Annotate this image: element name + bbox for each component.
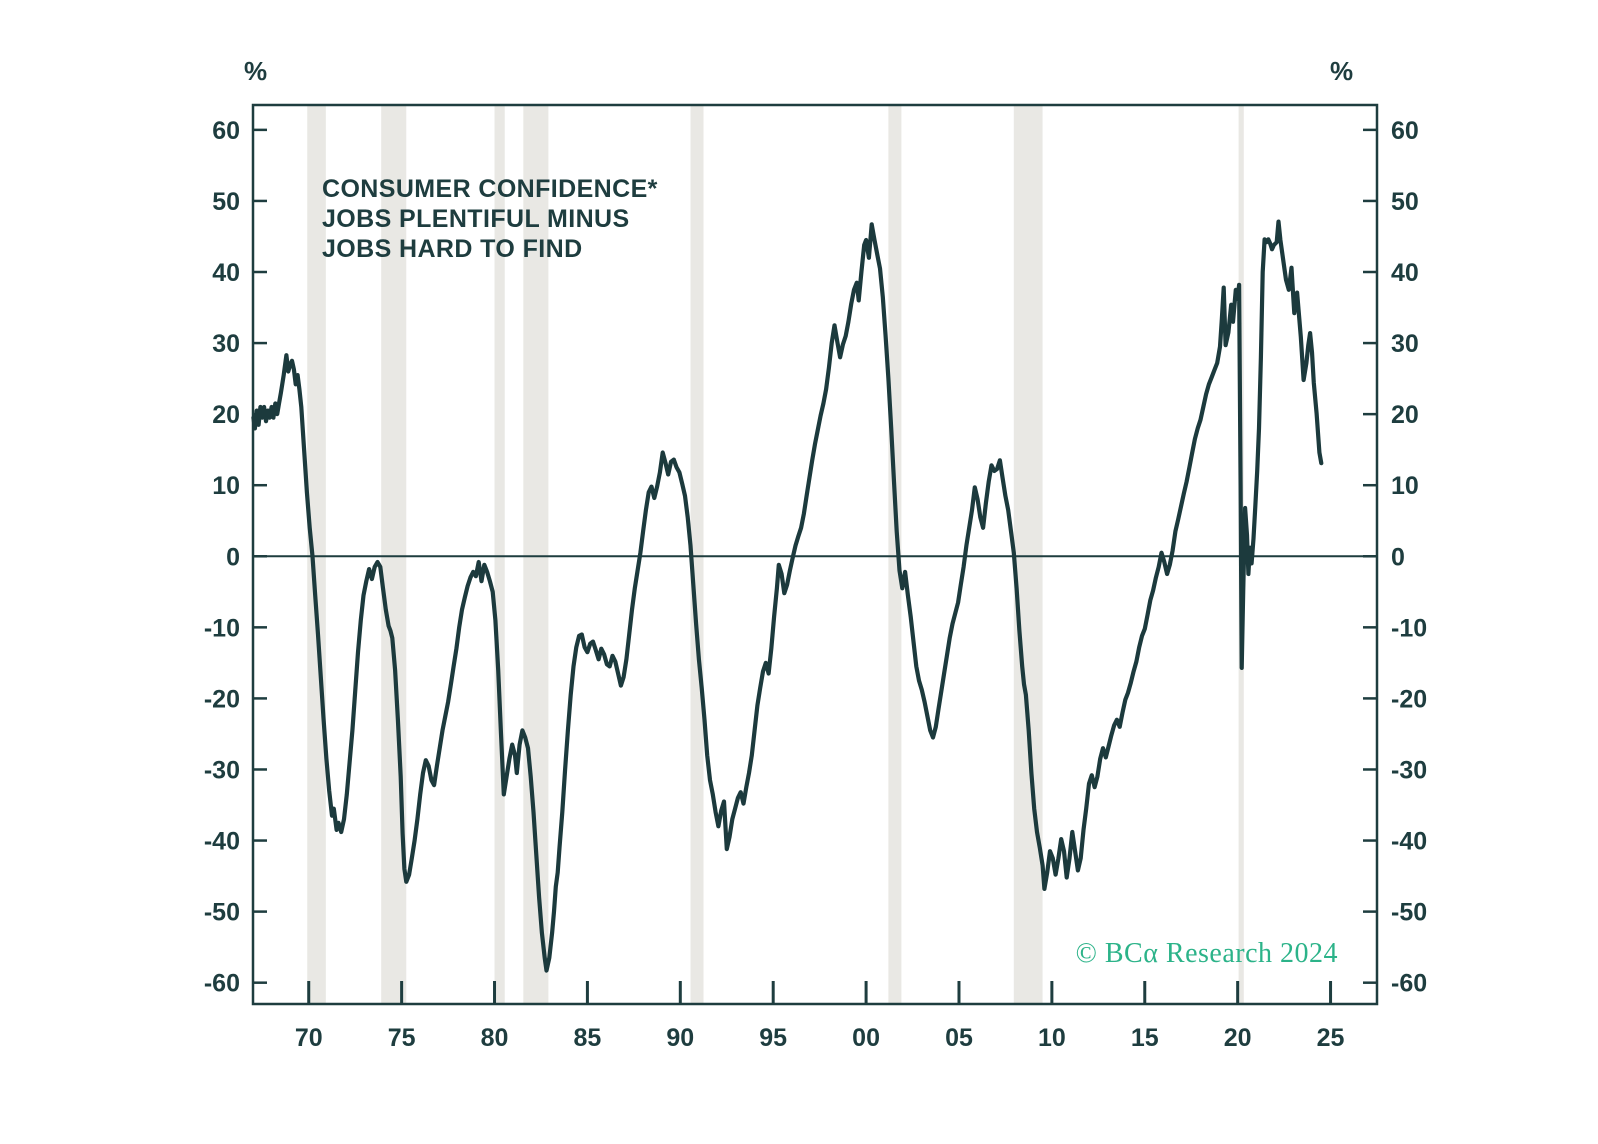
y-axis-label-right: -10 <box>1391 614 1427 642</box>
y-axis-label-left: -40 <box>204 828 240 856</box>
y-axis-label-left: -30 <box>204 756 240 784</box>
x-axis-label: 20 <box>1224 1024 1252 1052</box>
x-axis-label: 85 <box>574 1024 602 1052</box>
y-axis-label-right: -20 <box>1391 685 1427 713</box>
recession-band <box>1013 105 1043 1004</box>
y-axis-label-right: -40 <box>1391 828 1427 856</box>
y-axis-label-left: 40 <box>212 259 240 287</box>
x-axis-label: 25 <box>1317 1024 1345 1052</box>
recession-band <box>690 105 704 1004</box>
x-axis-label: 80 <box>481 1024 509 1052</box>
chart-title: CONSUMER CONFIDENCE* JOBS PLENTIFUL MINU… <box>322 174 658 264</box>
y-axis-label-left: 50 <box>212 188 240 216</box>
y-axis-label-right: 20 <box>1391 401 1419 429</box>
y-axis-label-right: -50 <box>1391 899 1427 927</box>
x-axis-label: 00 <box>852 1024 880 1052</box>
y-axis-label-right: -60 <box>1391 970 1427 998</box>
chart-title-line-2: JOBS PLENTIFUL MINUS <box>322 205 630 233</box>
y-axis-label-left: 30 <box>212 330 240 358</box>
y-axis-label-left: 20 <box>212 401 240 429</box>
y-axis-label-right: 60 <box>1391 117 1419 145</box>
right-axis-percent-label: % <box>1330 56 1355 86</box>
x-axis-label: 75 <box>388 1024 416 1052</box>
y-axis-label-left: -20 <box>204 685 240 713</box>
y-axis-label-right: 50 <box>1391 188 1419 216</box>
x-axis-label: 05 <box>945 1024 973 1052</box>
x-axis-label: 95 <box>759 1024 787 1052</box>
x-axis-label: 15 <box>1131 1024 1159 1052</box>
y-axis-label-left: -60 <box>204 970 240 998</box>
confidence-series-line <box>251 219 1324 973</box>
y-axis-label-right: 10 <box>1391 472 1419 500</box>
y-axis-label-right: -30 <box>1391 756 1427 784</box>
plot-border <box>251 103 1379 1006</box>
y-axis-label-left: 0 <box>226 543 240 571</box>
chart-title-line-1: CONSUMER CONFIDENCE* <box>322 175 658 203</box>
recession-band <box>494 105 505 1004</box>
y-axis-label-left: 10 <box>212 472 240 500</box>
y-axis-label-right: 0 <box>1391 543 1405 571</box>
y-axis-label-right: 30 <box>1391 330 1419 358</box>
x-axis-label: 10 <box>1038 1024 1066 1052</box>
chart-title-line-3: JOBS HARD TO FIND <box>322 235 583 263</box>
y-axis-label-left: -50 <box>204 899 240 927</box>
y-axis-label-right: 40 <box>1391 259 1419 287</box>
bca-research-copyright: © BCα Research 2024 <box>1075 938 1338 969</box>
y-axis-label-left: -10 <box>204 614 240 642</box>
y-axis-label-left: 60 <box>212 117 240 145</box>
recession-band <box>888 105 902 1004</box>
recession-band <box>307 105 326 1004</box>
left-axis-percent-label: % <box>244 56 269 86</box>
x-axis-label: 90 <box>666 1024 694 1052</box>
x-axis-label: 70 <box>295 1024 323 1052</box>
